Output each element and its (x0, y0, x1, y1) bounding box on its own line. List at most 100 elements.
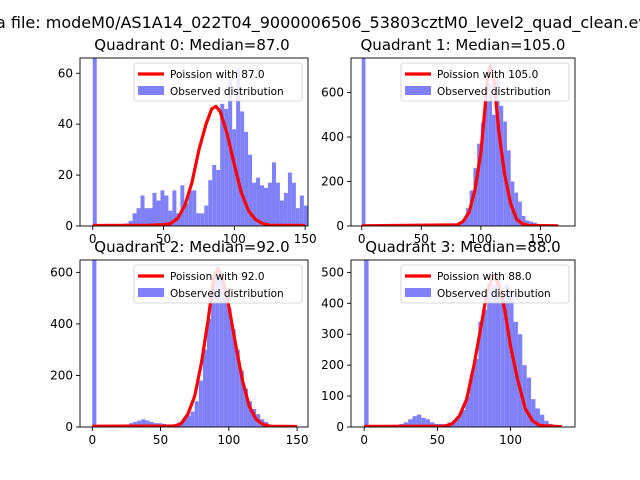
histogram-bar (216, 170, 221, 226)
histogram-bar (462, 219, 466, 226)
x-tick-label: 150 (529, 232, 552, 246)
histogram-bar (488, 83, 493, 226)
histogram-bar (149, 421, 154, 427)
histogram-bar (220, 103, 225, 226)
histogram-bar (287, 172, 292, 226)
y-tick-label: 400 (50, 317, 73, 331)
x-tick-label: 150 (286, 433, 309, 447)
histogram-bar (535, 408, 540, 427)
histogram-bar (473, 358, 479, 427)
legend-box (133, 62, 303, 102)
histogram-bar (192, 190, 197, 226)
y-tick-label: 20 (58, 168, 73, 182)
histogram-bar (200, 213, 205, 226)
legend-hist-label: Observed distribution (170, 86, 284, 98)
histogram-bar (303, 205, 308, 226)
histogram-bar (204, 205, 209, 226)
histogram-bar (456, 416, 461, 427)
histogram-bar (271, 162, 276, 226)
panel-quadrant-1: 0 50 100 150 0 200 400 600 Poission with 105.0 Ob… (321, 36, 576, 246)
histogram-bar (256, 177, 261, 226)
histogram-bar (92, 58, 97, 226)
histogram-bar (509, 290, 514, 427)
panel-quadrant-0: 0 50 100 150 0 20 40 60 Poission with 87.0 Observ… (58, 36, 317, 246)
histogram-bar (92, 260, 97, 427)
histogram-bar (517, 334, 523, 427)
histogram-bar (531, 399, 536, 427)
legend-box (133, 264, 303, 304)
histogram-bar (478, 321, 483, 427)
histogram-bar (421, 417, 426, 427)
histogram-bar (264, 187, 268, 226)
legend-hist-swatch (138, 86, 164, 95)
legend-hist-label: Observed distribution (437, 86, 551, 98)
legend-line-label: Poission with 88.0 (437, 271, 532, 283)
legend-line-label: Poission with 105.0 (437, 69, 538, 81)
histogram-bar (452, 420, 457, 427)
histogram-bar (196, 213, 201, 226)
axes-frame (350, 259, 576, 428)
legend-box (400, 264, 570, 304)
y-tick-label: 200 (50, 368, 73, 382)
histogram-bar (132, 213, 137, 226)
histogram-bar (208, 180, 213, 226)
x-tick-label: 50 (156, 232, 171, 246)
histogram-bar (425, 419, 431, 427)
poisson-curve (92, 104, 306, 226)
histogram-bar (295, 208, 300, 226)
histogram-bar (492, 114, 496, 226)
histogram-bar (140, 195, 145, 226)
histogram-bar (236, 68, 241, 226)
x-tick-label: 50 (430, 433, 445, 447)
histogram-bar (491, 284, 496, 427)
histogram-bar (152, 192, 157, 226)
histogram-bar (275, 182, 280, 226)
y-tick-label: 200 (321, 174, 344, 188)
histogram-bar (137, 420, 142, 427)
y-tick-label: 60 (58, 66, 73, 80)
y-tick-label: 100 (321, 389, 344, 403)
figure-suptitle: a file: modeM0/AS1A14_022T04_9000006506_… (0, 13, 640, 33)
panel-quadrant-3: 0 50 100 0 100 200 300 400 500 Poission with 88.0… (321, 238, 576, 447)
histogram-bar (172, 190, 177, 226)
histogram-bar (500, 297, 505, 427)
histogram-bar (469, 374, 474, 427)
histogram-bar (465, 396, 470, 427)
y-tick-label: 400 (321, 296, 344, 310)
histogram-bar (188, 190, 193, 226)
axes-frame (350, 57, 576, 227)
histogram-bar (227, 308, 232, 427)
histogram-bar (279, 200, 284, 226)
histogram-bar (480, 122, 485, 226)
histogram-bar (247, 401, 253, 427)
y-tick-label: 600 (321, 85, 344, 99)
histogram-bar (186, 415, 191, 427)
axes-frame (79, 57, 309, 227)
y-tick-label: 300 (321, 327, 344, 341)
legend-line-label: Poission with 92.0 (170, 271, 265, 283)
histogram-bar (212, 164, 217, 226)
histogram-bar (526, 377, 532, 427)
histogram-bar (539, 414, 545, 427)
legend-hist-swatch (138, 288, 164, 297)
histogram-bar (148, 208, 153, 226)
histogram-bar (211, 282, 216, 427)
x-tick-label: 50 (414, 232, 429, 246)
histogram-bar (235, 349, 240, 427)
panel-quadrant-2: 0 50 100 150 0 200 400 600 Poission with 92.0 Obs… (50, 238, 308, 447)
y-tick-label: 600 (50, 265, 73, 279)
histogram-bar (180, 185, 185, 226)
histogram-bar (518, 201, 522, 226)
histogram-bar (145, 420, 150, 427)
histogram-bar (416, 414, 422, 427)
histogram-bar (460, 409, 466, 427)
panel-title: Quadrant 1: Median=105.0 (361, 36, 566, 54)
histogram-bar (182, 419, 187, 427)
histogram-bar (128, 220, 133, 226)
x-tick-label: 0 (89, 232, 97, 246)
histogram-bar (408, 419, 413, 427)
histogram-bar (484, 101, 489, 226)
x-tick-label: 100 (223, 232, 246, 246)
histogram-bar (544, 420, 549, 427)
